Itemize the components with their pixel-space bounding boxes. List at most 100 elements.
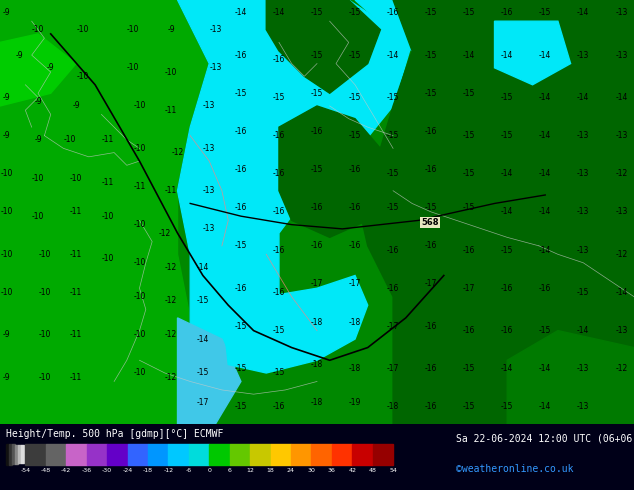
Text: -10: -10 xyxy=(133,101,146,110)
Bar xyxy=(230,444,250,465)
Text: -13: -13 xyxy=(615,50,628,60)
Text: -10: -10 xyxy=(38,288,51,297)
Bar xyxy=(46,444,66,465)
Text: -15: -15 xyxy=(235,402,247,412)
Text: -11: -11 xyxy=(165,186,178,195)
Text: -15: -15 xyxy=(501,131,514,140)
Text: -12: -12 xyxy=(165,263,178,271)
Text: -14: -14 xyxy=(577,326,590,335)
Bar xyxy=(10,444,12,465)
Text: -13: -13 xyxy=(615,326,628,335)
Text: -14: -14 xyxy=(197,263,209,271)
Text: 568: 568 xyxy=(422,218,439,227)
Polygon shape xyxy=(507,331,634,424)
Text: -11: -11 xyxy=(70,207,82,217)
Text: -14: -14 xyxy=(501,50,514,60)
Text: -10: -10 xyxy=(70,173,82,182)
Text: -13: -13 xyxy=(209,63,222,73)
Text: -10: -10 xyxy=(133,292,146,301)
Text: -9: -9 xyxy=(15,50,23,60)
Text: -13: -13 xyxy=(577,402,590,412)
Text: 42: 42 xyxy=(348,468,356,473)
Text: -14: -14 xyxy=(615,93,628,102)
Bar xyxy=(12,444,15,464)
Text: -15: -15 xyxy=(273,368,285,377)
Text: -18: -18 xyxy=(311,360,323,369)
Bar xyxy=(291,444,311,465)
Text: -14: -14 xyxy=(615,288,628,297)
Text: -16: -16 xyxy=(387,8,399,17)
Text: -13: -13 xyxy=(203,224,216,233)
Text: -15: -15 xyxy=(425,203,437,212)
Text: -16: -16 xyxy=(311,242,323,250)
Text: -11: -11 xyxy=(165,106,178,115)
Bar xyxy=(15,445,18,464)
Polygon shape xyxy=(279,106,393,237)
Text: -16: -16 xyxy=(349,203,361,212)
Bar xyxy=(332,444,353,465)
Text: -15: -15 xyxy=(463,364,476,373)
Text: -17: -17 xyxy=(463,284,476,293)
Text: -10: -10 xyxy=(38,330,51,340)
Text: -15: -15 xyxy=(463,169,476,178)
Text: -16: -16 xyxy=(273,402,285,412)
Text: -12: -12 xyxy=(164,468,174,473)
Text: -12: -12 xyxy=(615,364,628,373)
Text: -9: -9 xyxy=(34,97,42,106)
Text: -15: -15 xyxy=(463,203,476,212)
Text: -16: -16 xyxy=(425,402,437,412)
Text: -48: -48 xyxy=(41,468,51,473)
Text: 12: 12 xyxy=(246,468,254,473)
Text: -11: -11 xyxy=(133,182,146,191)
Text: -12: -12 xyxy=(171,148,184,157)
Bar xyxy=(169,444,189,465)
Text: -6: -6 xyxy=(186,468,192,473)
Text: -10: -10 xyxy=(38,373,51,382)
Text: -13: -13 xyxy=(577,207,590,217)
Polygon shape xyxy=(0,0,209,424)
Text: -15: -15 xyxy=(501,245,514,255)
Text: -12: -12 xyxy=(158,229,171,238)
Bar xyxy=(66,444,87,465)
Text: -10: -10 xyxy=(133,258,146,267)
Text: -11: -11 xyxy=(101,135,114,145)
Text: -15: -15 xyxy=(197,296,209,305)
Text: -14: -14 xyxy=(273,8,285,17)
Text: -13: -13 xyxy=(203,186,216,195)
Text: -14: -14 xyxy=(387,50,399,60)
Text: -16: -16 xyxy=(425,127,437,136)
Text: -14: -14 xyxy=(577,8,590,17)
Text: -17: -17 xyxy=(349,279,361,289)
Text: -16: -16 xyxy=(425,165,437,174)
Text: -10: -10 xyxy=(76,72,89,81)
Text: -13: -13 xyxy=(577,169,590,178)
Bar xyxy=(311,444,332,465)
Polygon shape xyxy=(355,0,634,424)
Text: -15: -15 xyxy=(235,364,247,373)
Text: -15: -15 xyxy=(463,89,476,98)
Text: -9: -9 xyxy=(34,135,42,145)
Text: -15: -15 xyxy=(273,326,285,335)
Text: -15: -15 xyxy=(235,89,247,98)
Text: -10: -10 xyxy=(133,368,146,377)
Text: 6: 6 xyxy=(228,468,231,473)
Bar xyxy=(189,444,209,465)
Text: -10: -10 xyxy=(63,135,76,145)
Text: -16: -16 xyxy=(311,203,323,212)
Text: -15: -15 xyxy=(273,93,285,102)
Text: -10: -10 xyxy=(0,250,13,259)
Text: -9: -9 xyxy=(72,101,80,110)
Text: -18: -18 xyxy=(349,364,361,373)
Text: ©weatheronline.co.uk: ©weatheronline.co.uk xyxy=(456,464,574,473)
Text: -17: -17 xyxy=(197,398,209,407)
Text: -18: -18 xyxy=(311,398,323,407)
Text: -16: -16 xyxy=(387,284,399,293)
Text: -15: -15 xyxy=(349,93,361,102)
Text: -12: -12 xyxy=(165,330,178,340)
Text: -10: -10 xyxy=(32,212,44,220)
Text: -10: -10 xyxy=(127,25,139,34)
Bar xyxy=(18,445,21,464)
Text: -11: -11 xyxy=(101,178,114,187)
Text: -16: -16 xyxy=(539,284,552,293)
Text: -16: -16 xyxy=(349,165,361,174)
